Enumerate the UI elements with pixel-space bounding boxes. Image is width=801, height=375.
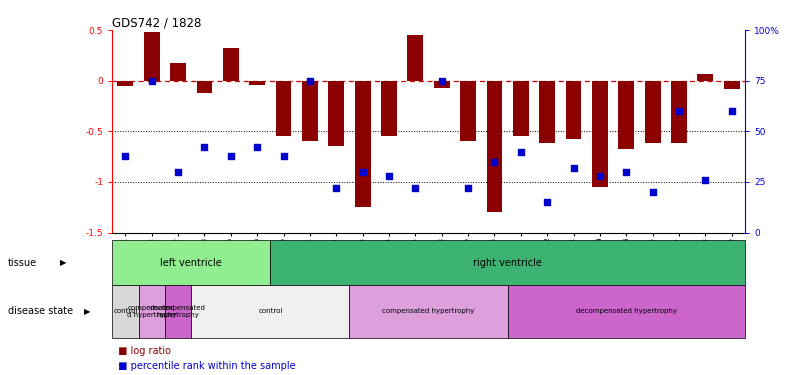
Bar bbox=[349, 285, 508, 338]
Bar bbox=[698, 74, 714, 81]
Point bbox=[726, 108, 739, 114]
Text: disease state: disease state bbox=[8, 306, 73, 316]
Point bbox=[330, 185, 343, 191]
Point bbox=[119, 153, 131, 159]
Bar bbox=[223, 48, 239, 81]
Text: GDS742 / 1828: GDS742 / 1828 bbox=[112, 17, 202, 30]
Point bbox=[277, 153, 290, 159]
Point bbox=[620, 169, 633, 175]
Bar bbox=[118, 81, 133, 86]
Point bbox=[171, 169, 184, 175]
Text: decompensated hypertrophy: decompensated hypertrophy bbox=[576, 308, 677, 314]
Point bbox=[198, 144, 211, 150]
Bar bbox=[671, 81, 687, 143]
Bar bbox=[508, 285, 745, 338]
Bar bbox=[165, 285, 191, 338]
Bar bbox=[539, 81, 555, 143]
Text: left ventricle: left ventricle bbox=[160, 258, 222, 267]
Bar bbox=[139, 285, 165, 338]
Point bbox=[699, 177, 712, 183]
Text: ■ percentile rank within the sample: ■ percentile rank within the sample bbox=[112, 361, 296, 371]
Bar bbox=[724, 81, 739, 89]
Point bbox=[567, 165, 580, 171]
Point bbox=[409, 185, 422, 191]
Text: compensated
d hypertrophy: compensated d hypertrophy bbox=[127, 305, 176, 318]
Bar bbox=[566, 81, 582, 140]
Bar bbox=[276, 81, 292, 136]
Bar bbox=[461, 81, 476, 141]
Point bbox=[461, 185, 474, 191]
Bar bbox=[486, 81, 502, 212]
Point bbox=[541, 199, 553, 205]
Bar bbox=[196, 81, 212, 93]
Point bbox=[646, 189, 659, 195]
Point bbox=[514, 148, 527, 154]
Text: decompensated
hypertrophy: decompensated hypertrophy bbox=[150, 305, 206, 318]
Bar bbox=[302, 81, 318, 141]
Text: control: control bbox=[258, 308, 283, 314]
Bar bbox=[355, 81, 371, 207]
Bar bbox=[144, 32, 159, 81]
Point bbox=[304, 78, 316, 84]
Bar bbox=[408, 35, 423, 81]
Point bbox=[145, 78, 158, 84]
Bar bbox=[592, 81, 608, 187]
Point bbox=[356, 169, 369, 175]
Bar bbox=[645, 81, 661, 143]
Point bbox=[594, 173, 606, 179]
Text: right ventricle: right ventricle bbox=[473, 258, 542, 267]
Bar bbox=[271, 240, 745, 285]
Point bbox=[673, 108, 686, 114]
Bar bbox=[618, 81, 634, 150]
Text: ▶: ▶ bbox=[84, 307, 91, 316]
Point bbox=[224, 153, 237, 159]
Bar bbox=[328, 81, 344, 147]
Point bbox=[435, 78, 448, 84]
Bar bbox=[170, 63, 186, 81]
Text: compensated hypertrophy: compensated hypertrophy bbox=[382, 308, 475, 314]
Bar bbox=[112, 240, 270, 285]
Point bbox=[251, 144, 264, 150]
Bar bbox=[191, 285, 349, 338]
Bar bbox=[513, 81, 529, 136]
Bar bbox=[249, 81, 265, 85]
Text: control: control bbox=[113, 308, 138, 314]
Text: tissue: tissue bbox=[8, 258, 37, 267]
Text: ■ log ratio: ■ log ratio bbox=[112, 346, 171, 356]
Point bbox=[383, 173, 396, 179]
Text: ▶: ▶ bbox=[60, 258, 66, 267]
Bar bbox=[112, 285, 139, 338]
Point bbox=[488, 159, 501, 165]
Bar bbox=[434, 81, 449, 88]
Bar bbox=[381, 81, 397, 136]
